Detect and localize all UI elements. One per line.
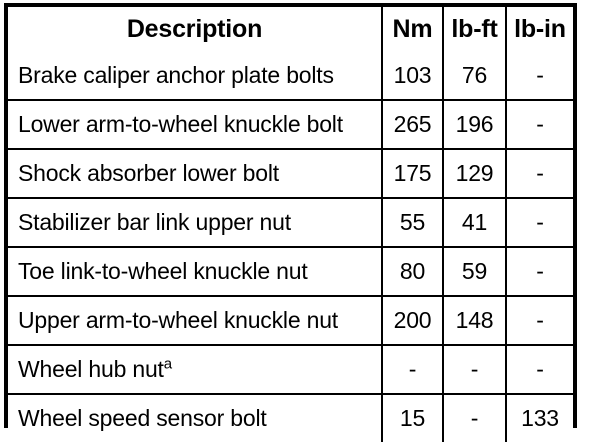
torque-specification-table: Description Nm lb-ft lb-in Brake caliper… (4, 3, 577, 442)
cell-nm: - (381, 344, 444, 395)
column-header-nm: Nm (381, 7, 444, 52)
cell-lb-ft: - (442, 393, 507, 442)
column-header-lb-ft: lb-ft (442, 7, 507, 52)
table-row: Wheel speed sensor bolt 15 - 133 (8, 393, 573, 442)
cell-lb-ft: 41 (442, 197, 507, 248)
table-row: Brake caliper anchor plate bolts 103 76 … (8, 52, 573, 101)
table-row: Wheel hub nuta - - - (8, 344, 573, 395)
footnote-marker: a (163, 355, 172, 373)
cell-lb-in: - (505, 52, 573, 101)
cell-lb-in: - (505, 148, 573, 199)
table-row: Toe link-to-wheel knuckle nut 80 59 - (8, 246, 573, 297)
table-header: Description Nm lb-ft lb-in (8, 7, 573, 52)
cell-description: Brake caliper anchor plate bolts (8, 52, 383, 101)
cell-lb-in: - (505, 246, 573, 297)
cell-nm: 175 (381, 148, 444, 199)
description-text: Brake caliper anchor plate bolts (18, 62, 334, 88)
cell-description: Stabilizer bar link upper nut (8, 197, 383, 248)
cell-description: Wheel speed sensor bolt (8, 393, 383, 442)
cell-description: Lower arm-to-wheel knuckle bolt (8, 99, 383, 150)
cell-nm: 55 (381, 197, 444, 248)
description-text: Lower arm-to-wheel knuckle bolt (18, 111, 343, 137)
cell-nm: 15 (381, 393, 444, 442)
description-text: Wheel hub nut (18, 356, 164, 382)
cell-nm: 265 (381, 99, 444, 150)
description-text: Toe link-to-wheel knuckle nut (18, 258, 308, 284)
description-text: Stabilizer bar link upper nut (18, 209, 291, 235)
table-row: Shock absorber lower bolt 175 129 - (8, 148, 573, 199)
cell-lb-ft: - (442, 344, 507, 395)
column-header-description: Description (8, 7, 383, 52)
cell-lb-ft: 59 (442, 246, 507, 297)
cell-nm: 103 (381, 52, 444, 101)
description-text: Shock absorber lower bolt (18, 160, 279, 186)
table-body: Brake caliper anchor plate bolts 103 76 … (8, 52, 573, 442)
table-row: Stabilizer bar link upper nut 55 41 - (8, 197, 573, 248)
column-header-lb-in: lb-in (505, 7, 573, 52)
cell-lb-in: - (505, 99, 573, 150)
cell-lb-ft: 196 (442, 99, 507, 150)
cell-lb-in: - (505, 295, 573, 346)
cell-lb-ft: 129 (442, 148, 507, 199)
cell-nm: 200 (381, 295, 444, 346)
cell-description: Upper arm-to-wheel knuckle nut (8, 295, 383, 346)
cell-description: Wheel hub nuta (8, 344, 383, 395)
table-row: Lower arm-to-wheel knuckle bolt 265 196 … (8, 99, 573, 150)
cell-lb-in: - (505, 197, 573, 248)
description-text: Wheel speed sensor bolt (18, 405, 267, 431)
cell-description: Shock absorber lower bolt (8, 148, 383, 199)
table-header-row: Description Nm lb-ft lb-in (8, 7, 573, 52)
cell-lb-ft: 76 (442, 52, 507, 101)
cell-lb-in: - (505, 344, 573, 395)
cell-nm: 80 (381, 246, 444, 297)
cell-lb-ft: 148 (442, 295, 507, 346)
cell-description: Toe link-to-wheel knuckle nut (8, 246, 383, 297)
spec-table: Description Nm lb-ft lb-in Brake caliper… (8, 7, 573, 442)
description-text: Upper arm-to-wheel knuckle nut (18, 307, 338, 333)
cell-lb-in: 133 (505, 393, 573, 442)
table-row: Upper arm-to-wheel knuckle nut 200 148 - (8, 295, 573, 346)
